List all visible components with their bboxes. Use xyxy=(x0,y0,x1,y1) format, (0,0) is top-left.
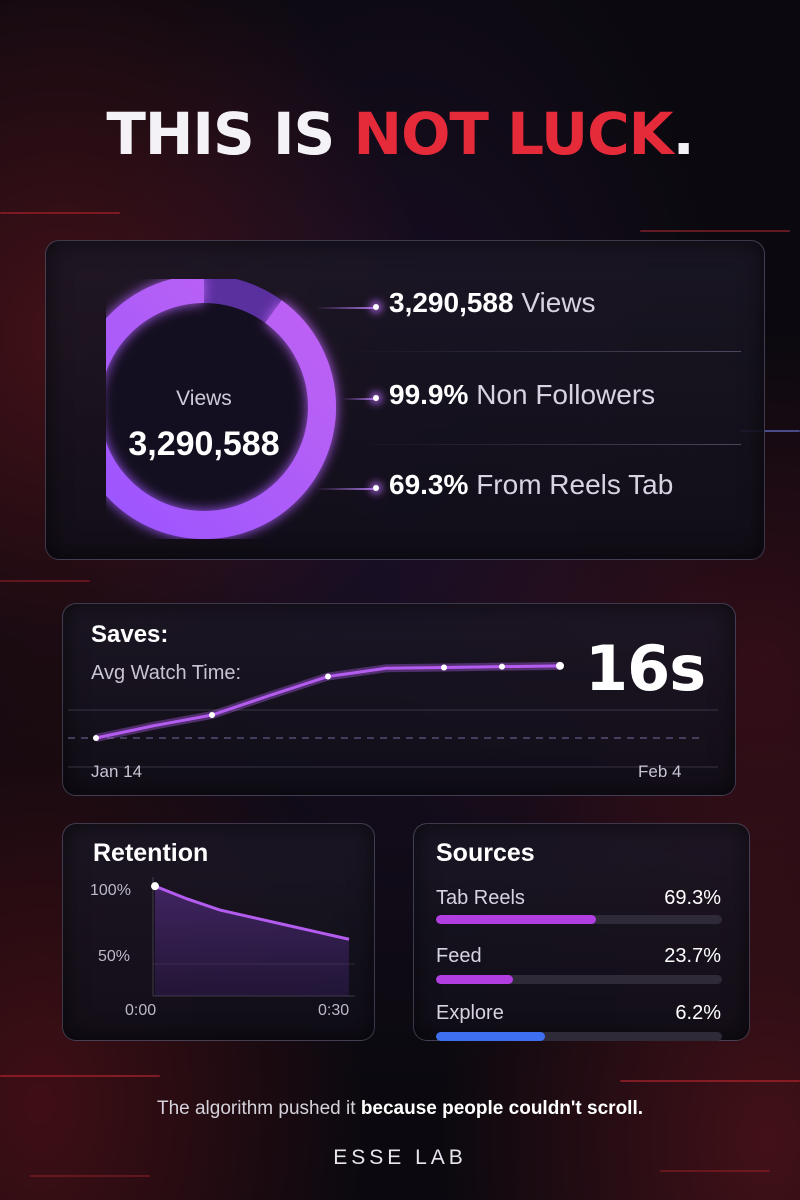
retention-y-tick: 50% xyxy=(98,948,131,965)
views-donut: Views 3,290,588 xyxy=(106,279,386,539)
light-streak xyxy=(0,1075,160,1077)
stat-dot xyxy=(373,304,379,310)
x-label-end: Feb 4 xyxy=(638,762,682,781)
light-streak xyxy=(0,580,90,582)
retention-line xyxy=(154,884,350,941)
stat-connector xyxy=(316,488,378,490)
retention-area xyxy=(155,886,349,996)
tagline-normal: The algorithm pushed it xyxy=(156,1098,361,1119)
stat-reels-tab-value: 69.3% xyxy=(389,469,469,500)
stat-reels-tab-label: From Reels Tab xyxy=(476,469,674,500)
watch-time-point xyxy=(499,663,505,670)
watch-time-panel: Saves: Avg Watch Time: 16s Jan 14 Feb 4 xyxy=(62,603,736,796)
retention-x-tick: 0:00 xyxy=(125,1002,157,1019)
source-bar-explore xyxy=(436,1032,722,1041)
source-bar-fill xyxy=(436,975,514,984)
sources-title: Sources xyxy=(436,839,535,867)
watch-time-point xyxy=(325,673,331,680)
watch-time-point xyxy=(556,661,564,670)
donut-inner xyxy=(106,289,322,525)
tagline-strong: because people couldn't scroll. xyxy=(360,1098,644,1119)
source-pct-tab-reels: 69.3% xyxy=(664,887,721,909)
source-bar-fill xyxy=(436,915,597,924)
light-streak xyxy=(740,430,800,432)
watch-time-series xyxy=(93,661,564,742)
light-streak xyxy=(30,1175,150,1177)
saves-label: Saves: xyxy=(91,621,169,648)
watch-time-point xyxy=(93,735,99,741)
retention-start-point xyxy=(151,882,159,891)
sources-card: Sources Tab Reels 69.3% Feed 23.7% Explo… xyxy=(413,823,750,1041)
source-label-explore: Explore xyxy=(436,1002,504,1024)
headline-part2: NOT LUCK xyxy=(353,100,674,168)
stat-views-value: 3,290,588 xyxy=(389,287,514,318)
source-label-feed: Feed xyxy=(436,945,482,967)
source-label-tab-reels: Tab Reels xyxy=(436,887,525,909)
retention-chart xyxy=(151,877,355,997)
stat-views-label: Views xyxy=(521,287,596,318)
avg-watch-time-label: Avg Watch Time: xyxy=(91,662,242,684)
headline-part1: THIS IS xyxy=(106,100,335,168)
source-pct-explore: 6.2% xyxy=(675,1002,721,1024)
retention-x-tick: 0:30 xyxy=(318,1002,350,1019)
tagline: The algorithm pushed it because people c… xyxy=(0,1098,800,1120)
stat-divider xyxy=(346,351,741,352)
watch-time-chart xyxy=(68,661,718,768)
retention-card: Retention 100% 50% 0:00 0:30 xyxy=(62,823,375,1041)
stat-non-followers-value: 99.9% xyxy=(389,379,469,410)
stat-connector xyxy=(316,307,378,309)
donut-arc xyxy=(106,279,336,539)
watch-time-point xyxy=(441,664,447,671)
stat-connector xyxy=(342,398,378,400)
retention-y-tick: 100% xyxy=(90,882,131,899)
source-pct-feed: 23.7% xyxy=(664,945,721,967)
source-bar-tab-reels xyxy=(436,915,722,924)
retention-title: Retention xyxy=(93,839,209,867)
stat-dot xyxy=(373,485,379,491)
light-streak xyxy=(640,230,790,232)
headline: THIS IS NOT LUCK. xyxy=(0,100,800,168)
x-label-start: Jan 14 xyxy=(91,762,143,781)
views-panel: Views 3,290,588 3,290,588 Views 99.9% No… xyxy=(45,240,765,560)
stat-views: 3,290,588 Views xyxy=(389,287,596,319)
stat-non-followers: 99.9% Non Followers xyxy=(389,379,655,411)
headline-period: . xyxy=(672,100,695,168)
retention-series xyxy=(151,882,350,941)
stat-divider xyxy=(346,444,741,445)
light-streak xyxy=(0,212,120,214)
source-bar-feed xyxy=(436,975,722,984)
stat-dot xyxy=(373,395,379,401)
stat-non-followers-label: Non Followers xyxy=(476,379,656,410)
light-streak xyxy=(660,1170,770,1172)
donut-chart xyxy=(106,279,336,539)
watch-time-point xyxy=(209,712,215,719)
stat-reels-tab: 69.3% From Reels Tab xyxy=(389,469,673,501)
source-bar-fill xyxy=(436,1032,545,1041)
donut-value: 3,290,588 xyxy=(128,425,280,463)
donut-label: Views xyxy=(176,387,232,410)
light-streak xyxy=(620,1080,800,1082)
avg-watch-time-value: 16s xyxy=(585,632,706,705)
brand-name: ESSE LAB xyxy=(333,1146,467,1169)
